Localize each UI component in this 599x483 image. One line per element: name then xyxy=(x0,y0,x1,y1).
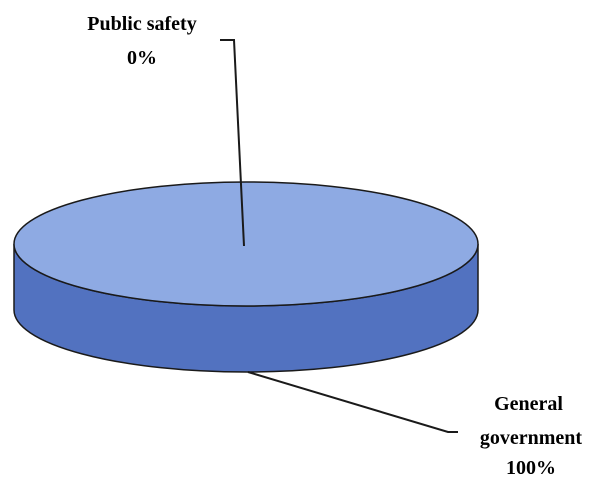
leader-line-public-safety xyxy=(220,39,245,247)
leader-line-general-government xyxy=(247,371,458,433)
slice-value-public-safety: 0% xyxy=(127,47,157,69)
pie-slice-general-government-top xyxy=(13,181,479,307)
slice-label-general-government-line1: General xyxy=(494,393,563,415)
slice-value-general-government: 100% xyxy=(506,457,556,478)
slice-label-general-government-line2: government xyxy=(480,427,583,449)
slice-label-public-safety: Public safety xyxy=(87,13,196,35)
slice-label-general-government: General government xyxy=(480,393,583,449)
